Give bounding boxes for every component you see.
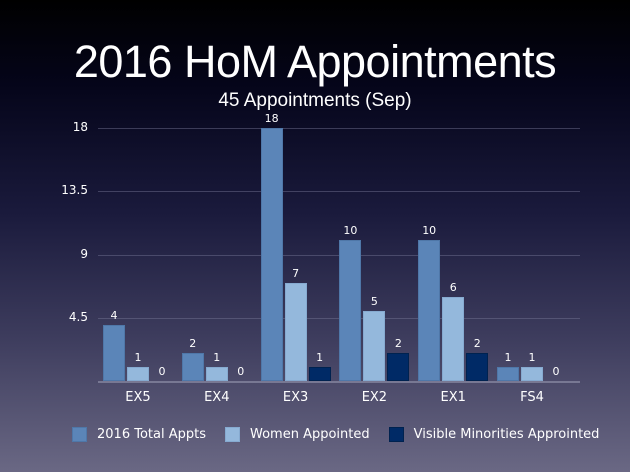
bar-ex3-series-1 — [284, 282, 307, 381]
legend-label: Women Appointed — [249, 427, 370, 442]
legend-item: Visible Minorities Approinted — [388, 427, 600, 442]
x-category-label: EX5 — [125, 390, 151, 405]
legend-swatch-icon — [72, 427, 87, 442]
data-label: 2 — [473, 336, 481, 350]
data-label: 7 — [292, 266, 300, 280]
bar-ex1-series-1 — [442, 296, 465, 381]
bar-ex2-series-1 — [363, 310, 386, 381]
legend-item: 2016 Total Appts — [72, 427, 206, 442]
gridline — [98, 255, 580, 256]
data-label: 2 — [394, 336, 402, 350]
data-label: 0 — [158, 365, 166, 378]
bar-ex4-series-1 — [205, 366, 228, 381]
x-axis-line — [98, 381, 580, 383]
data-label: 1 — [528, 350, 536, 364]
bar-fs4-series-1 — [521, 366, 543, 381]
bar-ex1-series-0 — [418, 240, 441, 381]
bar-fs4-series-0 — [497, 366, 519, 381]
y-tick-label: 18 — [72, 120, 88, 134]
y-tick-label: 13.5 — [61, 183, 88, 197]
gridline — [98, 191, 580, 192]
data-label: 1 — [213, 350, 221, 364]
slide-subtitle: 45 Appointments (Sep) — [218, 90, 412, 111]
bar-ex5-series-1 — [127, 366, 149, 381]
bar-ex5-series-0 — [103, 324, 125, 381]
gridline — [98, 128, 580, 129]
bar-ex3-series-0 — [260, 128, 283, 381]
legend-label: Visible Minorities Approinted — [413, 427, 600, 442]
data-label: 1 — [504, 350, 512, 364]
y-tick-label: 4.5 — [68, 310, 88, 324]
x-category-label: EX2 — [361, 390, 388, 405]
data-label: 1 — [316, 350, 324, 364]
x-category-label: EX1 — [440, 390, 466, 405]
data-label: 0 — [237, 365, 245, 378]
bar-ex2-series-0 — [339, 240, 362, 381]
legend-item: Women Appointed — [224, 427, 370, 442]
data-label: 1 — [134, 350, 142, 364]
data-label: 0 — [552, 365, 560, 378]
bar-ex3-series-2 — [308, 366, 331, 381]
legend-swatch-icon — [388, 427, 404, 442]
data-label: 10 — [343, 224, 358, 238]
chart-legend: 2016 Total Appts Women Appointed Visible M… — [72, 427, 618, 442]
y-tick-label: 9 — [80, 247, 88, 261]
data-label: 6 — [449, 280, 457, 294]
data-label: 18 — [264, 112, 279, 125]
bar-ex4-series-0 — [181, 352, 204, 381]
data-label: 2 — [189, 336, 197, 350]
x-category-label: FS4 — [520, 390, 544, 405]
data-label: 5 — [370, 294, 378, 308]
slide-title: 2016 HoM Appointments — [73, 36, 557, 87]
x-category-label: EX3 — [282, 390, 309, 405]
data-label: 4 — [110, 308, 118, 322]
data-label: 10 — [422, 224, 437, 238]
bar-ex2-series-2 — [387, 352, 410, 381]
x-category-label: EX4 — [204, 390, 230, 405]
legend-swatch-icon — [224, 427, 240, 442]
bar-ex1-series-2 — [466, 352, 489, 381]
legend-label: 2016 Total Appts — [97, 427, 206, 442]
gridline — [98, 318, 580, 319]
